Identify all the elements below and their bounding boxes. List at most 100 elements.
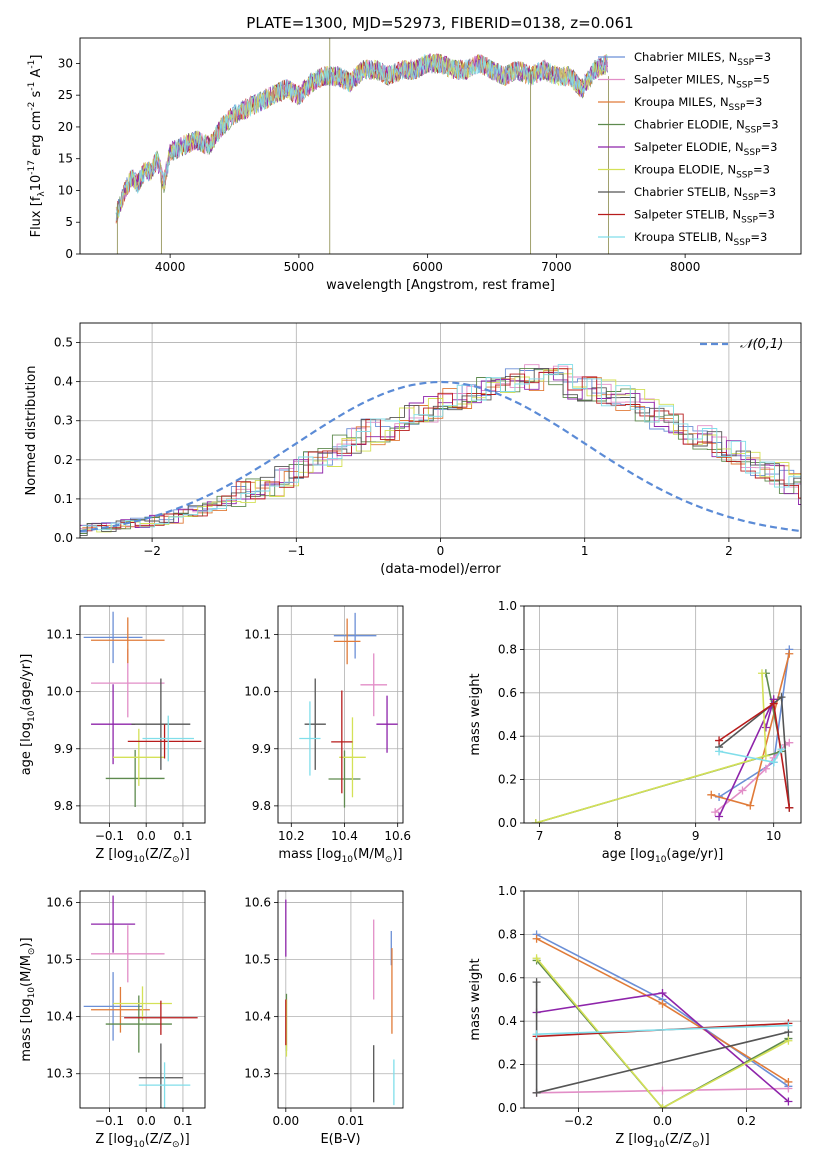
axes-frame <box>523 605 802 824</box>
y-axis-label: mass weight <box>468 673 483 755</box>
weight-line <box>535 673 783 823</box>
label-subscript: 10 <box>133 855 145 865</box>
x-axis-label: age [log10​(age/yr)] <box>602 847 724 865</box>
plot-area <box>115 38 609 254</box>
weight-marker <box>784 1021 793 1030</box>
y-tick-label: 0.6 <box>498 971 517 985</box>
panel-mass-vs-ebv: 0.00 0.01 10.3 10.4 10.5 10.6 E(B-V) <box>244 890 404 1147</box>
histogram-step <box>80 364 801 530</box>
figure-title: PLATE=1300, MJD=52973, FIBERID=0138, z=0… <box>246 14 633 32</box>
label-text: Salpeter MILES, N <box>634 73 736 87</box>
y-tick-label: 10.3 <box>244 1067 271 1081</box>
label-text: Normed distribution <box>24 366 39 496</box>
label-text: (Z/Z <box>145 847 172 862</box>
label-subscript: 10 <box>653 1140 665 1150</box>
plot-area <box>83 611 202 808</box>
label-subscript: SSP <box>729 103 746 113</box>
label-text: =3 <box>753 163 770 177</box>
axes-frame <box>277 605 404 824</box>
x-tick-label: 8000 <box>670 260 701 274</box>
label-subscript: SSP <box>737 58 754 68</box>
axes-frame <box>79 605 206 824</box>
label-text: E(B-V) <box>320 1132 360 1147</box>
label-text: (M/M <box>19 955 34 987</box>
x-axis-label: Z [log10​(Z/Z⊙​)] <box>615 1132 709 1150</box>
label-subscript: 10 <box>342 855 354 865</box>
y-tick-label: 0 <box>65 247 73 261</box>
y-tick-label: 0.2 <box>498 773 517 787</box>
histogram-step <box>80 372 801 528</box>
x-tick-label: 0.0 <box>137 829 156 843</box>
label-superscript: -2 <box>27 102 37 111</box>
label-text: Chabrier MILES, N <box>634 50 737 64</box>
x-tick-label: 10.4 <box>331 829 358 843</box>
legend-label: Salpeter ELODIE, NSSP​=3 <box>634 140 777 158</box>
label-text: =3 <box>758 208 775 222</box>
label-superscript: -1 <box>27 82 37 91</box>
y-axis-label: mass weight <box>468 958 483 1040</box>
axes-frame <box>79 890 206 1109</box>
legend-label: Chabrier STELIB, NSSP​=3 <box>634 185 776 203</box>
y-tick-label: 0.4 <box>498 1014 517 1028</box>
label-subscript: SSP <box>736 81 753 91</box>
weight-marker <box>769 758 778 767</box>
label-text: )] <box>19 937 34 947</box>
weight-marker <box>761 751 770 760</box>
y-tick-label: 10.5 <box>46 953 73 967</box>
x-tick-label: 0.00 <box>272 1114 299 1128</box>
y-tick-label: 0.0 <box>498 816 517 830</box>
y-tick-label: 0.0 <box>54 531 73 545</box>
label-text: Z [log <box>95 847 133 862</box>
label-text: )] <box>180 1132 190 1147</box>
label-subscript: 10 <box>133 1140 145 1150</box>
label-text: mass [log <box>19 998 34 1061</box>
y-tick-label: 0.1 <box>54 492 73 506</box>
label-subscript: ⊙ <box>385 855 393 865</box>
weight-marker <box>761 723 770 732</box>
axes-frame <box>523 890 802 1109</box>
y-tick-label: 1.0 <box>498 884 517 898</box>
y-tick-label: 25 <box>58 88 73 102</box>
x-axis-label: Z [log10​(Z/Z⊙​)] <box>95 1132 189 1150</box>
x-axis-label: wavelength [Angstrom, rest frame] <box>326 278 555 293</box>
label-text: =3 <box>762 118 779 132</box>
x-tick-label: 7000 <box>541 260 572 274</box>
weight-marker <box>658 1086 667 1095</box>
y-tick-label: 10.6 <box>46 895 73 909</box>
weight-marker <box>746 801 755 810</box>
label-text: mass weight <box>468 958 483 1040</box>
y-tick-label: 0.4 <box>54 375 73 389</box>
weight-marker <box>532 978 541 987</box>
label-text: =3 <box>750 230 767 244</box>
weight-marker <box>784 1077 793 1086</box>
weight-marker <box>715 812 724 821</box>
label-text: erg cm <box>29 111 44 160</box>
y-tick-label: 10.1 <box>46 628 73 642</box>
x-tick-label: −0.2 <box>564 1114 593 1128</box>
label-text: )] <box>700 1132 710 1147</box>
histogram-step <box>80 367 801 536</box>
weight-marker <box>769 699 778 708</box>
weight-marker <box>658 988 667 997</box>
plot-area <box>299 612 398 808</box>
y-tick-label: 0.8 <box>498 642 517 656</box>
legend: 𝒩(0,1) <box>700 337 783 352</box>
label-text: Kroupa ELODIE, N <box>634 163 736 177</box>
label-text: ] <box>29 55 44 60</box>
weight-marker <box>715 736 724 745</box>
label-subscript: SSP <box>741 216 758 226</box>
label-text: Kroupa MILES, N <box>634 95 729 109</box>
label-text: age [log <box>602 847 655 862</box>
label-text: =3 <box>745 95 762 109</box>
y-tick-label: 10.3 <box>46 1067 73 1081</box>
label-text: 10 <box>29 175 44 192</box>
histogram-step <box>82 364 801 531</box>
x-tick-label: 0 <box>437 544 445 558</box>
label-text: (Z/Z <box>665 1132 692 1147</box>
y-tick-label: 0.5 <box>54 336 73 350</box>
legend-label: Kroupa MILES, NSSP​=3 <box>634 95 762 113</box>
legend-label: Salpeter MILES, NSSP​=5 <box>634 73 770 91</box>
label-math: 𝒩(0,1) <box>740 337 783 352</box>
y-tick-label: 0.8 <box>498 927 517 941</box>
weight-marker <box>784 1036 793 1045</box>
